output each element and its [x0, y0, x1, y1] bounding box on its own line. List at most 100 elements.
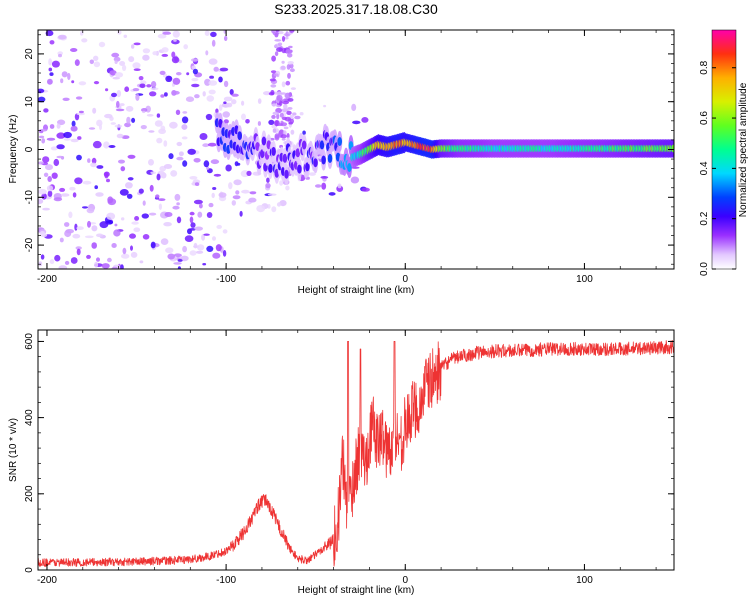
- noise-blob: [276, 47, 283, 52]
- noise-blob: [77, 136, 82, 140]
- noise-blob: [76, 226, 84, 231]
- noise-blob: [94, 261, 99, 268]
- colorbar-tick-label: 0.0: [699, 262, 710, 276]
- noise-blob: [212, 236, 216, 241]
- noise-blob: [294, 115, 301, 120]
- noise-blob: [289, 68, 295, 73]
- noise-blob: [103, 141, 110, 149]
- noise-blob: [213, 173, 222, 177]
- noise-blob: [289, 30, 295, 33]
- noise-blob: [122, 64, 127, 71]
- noise-blob: [51, 60, 60, 68]
- noise-blob: [49, 124, 55, 129]
- noise-blob: [81, 38, 88, 43]
- noise-blob: [139, 83, 146, 89]
- noise-blob: [114, 124, 123, 128]
- spectrogram-y-label: Frequency (Hz): [8, 115, 19, 184]
- noise-blob: [299, 112, 304, 116]
- noise-blob: [192, 68, 198, 75]
- spectrogram-y-tick-label: 20: [24, 48, 35, 60]
- noise-blob: [96, 165, 104, 169]
- noise-blob: [280, 134, 287, 139]
- noise-blob: [71, 120, 76, 127]
- noise-blob: [280, 92, 287, 95]
- noise-blob: [45, 164, 53, 171]
- noise-blob: [86, 208, 95, 214]
- chart-title: S233.2025.317.18.08.C30: [274, 1, 438, 17]
- noise-blob: [99, 221, 109, 229]
- ridge-cell: [313, 158, 318, 168]
- noise-blob: [107, 257, 112, 263]
- noise-blob: [56, 144, 65, 150]
- noise-blob: [218, 76, 223, 83]
- noise-blob: [226, 102, 233, 108]
- noise-blob: [248, 197, 257, 203]
- noise-blob: [150, 81, 157, 88]
- noise-blob: [222, 250, 227, 257]
- noise-blob: [133, 42, 141, 46]
- noise-blob: [275, 120, 279, 127]
- noise-blob: [172, 30, 180, 38]
- noise-blob: [128, 56, 135, 63]
- snr-y-tick-label: 600: [24, 333, 35, 350]
- noise-blob: [138, 76, 144, 81]
- noise-blob: [173, 39, 177, 42]
- noise-blob: [203, 233, 210, 236]
- noise-blob: [78, 81, 87, 86]
- colorbar-tick-label: 0.8: [699, 60, 710, 74]
- noise-blob: [270, 70, 277, 74]
- noise-blob: [281, 108, 289, 112]
- noise-blob: [269, 78, 277, 82]
- noise-blob: [75, 96, 83, 100]
- spectrogram-y-tick-label: -20: [24, 237, 35, 252]
- noise-blob: [256, 205, 266, 213]
- colorbar-tick-label: 0.4: [699, 161, 710, 175]
- noise-blob: [91, 225, 98, 232]
- ridge-band: [214, 112, 674, 185]
- noise-blob: [282, 130, 287, 136]
- noise-blob: [197, 211, 203, 218]
- noise-blob: [91, 157, 97, 164]
- noise-blob: [205, 113, 213, 121]
- noise-blob: [140, 125, 147, 130]
- snr-x-tick-label: -200: [37, 575, 57, 586]
- noise-blob: [180, 255, 189, 262]
- noise-blob: [96, 233, 104, 238]
- noise-blob: [116, 90, 122, 98]
- noise-blob: [108, 145, 116, 148]
- ridge-cell: [321, 155, 326, 165]
- noise-blob: [123, 34, 128, 38]
- noise-blob: [56, 123, 61, 129]
- noise-blob: [199, 203, 203, 209]
- noise-blob: [184, 235, 194, 243]
- noise-blob: [279, 180, 284, 186]
- ridge-cell: [337, 137, 343, 146]
- noise-blob: [133, 227, 141, 232]
- noise-blob: [142, 110, 146, 114]
- noise-blob: [92, 107, 97, 114]
- noise-blob: [183, 44, 188, 50]
- noise-blob: [337, 183, 342, 189]
- noise-blob: [46, 137, 56, 141]
- noise-blob: [88, 127, 96, 130]
- noise-blob: [115, 108, 125, 112]
- noise-blob: [99, 124, 102, 131]
- noise-blob: [222, 111, 230, 118]
- noise-blob: [168, 153, 174, 160]
- noise-blob: [120, 264, 124, 269]
- noise-blob: [245, 119, 250, 124]
- noise-blob: [93, 61, 101, 68]
- noise-blob: [209, 75, 215, 79]
- snr-y-tick-label: 200: [24, 485, 35, 502]
- noise-blob: [48, 58, 52, 66]
- noise-blob: [38, 161, 44, 165]
- noise-blob: [285, 80, 291, 86]
- noise-blob: [271, 103, 278, 107]
- noise-blob: [72, 233, 81, 239]
- noise-blob: [182, 160, 188, 167]
- noise-blob: [142, 54, 150, 61]
- noise-blob: [74, 113, 80, 121]
- noise-blob: [206, 245, 214, 252]
- noise-blob: [289, 114, 295, 118]
- noise-blob: [204, 30, 210, 36]
